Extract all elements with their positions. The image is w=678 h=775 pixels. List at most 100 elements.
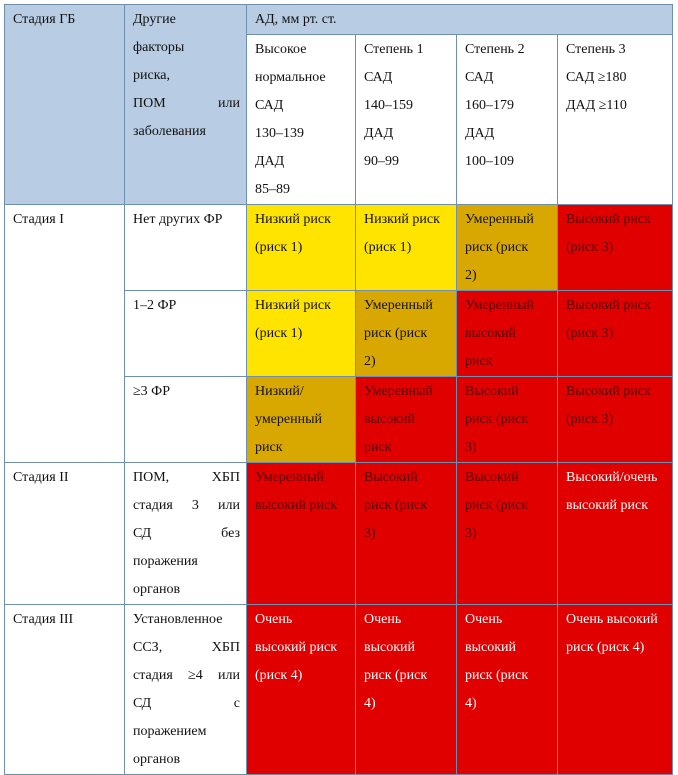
risk-factors: Установленное ССЗ, ХБП стадия ≥4 или СД с по…: [124, 604, 247, 775]
cell-line: ≥3 ФР: [133, 384, 171, 399]
risk-factors: Нет других ФР: [124, 204, 247, 291]
cell-line: нормальное: [255, 70, 326, 85]
risk-cell-vhigh: Очень высокий риск (риск 4): [456, 604, 558, 775]
cell-line: 2): [364, 354, 376, 369]
cell-line: САД ≥180: [566, 70, 627, 85]
cell-line: ССЗ, ХБП: [133, 640, 240, 655]
risk-factors: ≥3 ФР: [124, 376, 247, 463]
risk-cell-mod: Умеренный риск (риск 2): [355, 290, 457, 377]
cell-line: Низкий риск: [255, 212, 331, 227]
cell-line: Степень 3: [566, 42, 626, 57]
cell-line: высокий риск: [566, 498, 649, 513]
cell-line: САД: [465, 70, 494, 85]
risk-cell-high: Умеренный высокий риск: [456, 290, 558, 377]
cell-line: Степень 1: [364, 42, 424, 57]
cell-line: 130–139: [255, 126, 304, 141]
cell-line: Высокий: [465, 470, 519, 485]
cell-line: умеренный: [255, 412, 322, 427]
cell-line: Высокий: [465, 384, 519, 399]
risk-cell-high: Умеренный высокий риск: [246, 462, 356, 605]
cell-line: риск (риск: [364, 326, 428, 341]
risk-cell-high: Высокий риск (риск 3): [456, 376, 558, 463]
cell-line: Умеренный: [465, 298, 534, 313]
cell-line: факторы: [133, 40, 185, 55]
cell-line: 90–99: [364, 154, 399, 169]
cell-line: высокий риск: [255, 498, 338, 513]
cell-line: (риск 1): [364, 240, 412, 255]
cell-line: 1–2 ФР: [133, 298, 177, 313]
cell-line: (риск 3): [566, 326, 614, 341]
cell-line: Высокий риск: [566, 384, 651, 399]
header-bp-group: АД, мм рт. ст.: [245, 4, 674, 35]
cell-line: риск (риск: [465, 668, 529, 683]
cell-line: высокий риск: [255, 640, 338, 655]
risk-cell-high: Высокий риск (риск 3): [556, 204, 674, 291]
cell-line: ДАД: [255, 154, 285, 169]
cell-line: ДАД: [364, 126, 394, 141]
header-grade-1: Степень 1 САД 140–159 ДАД 90–99: [355, 34, 457, 205]
header-grade-2: Степень 2 САД 160–179 ДАД 100–109: [456, 34, 558, 205]
header-high-normal: Высокое нормальное САД 130–139 ДАД 85–89: [246, 34, 356, 205]
cell-line: 160–179: [465, 98, 514, 113]
cell-line: поражением: [133, 724, 207, 739]
cell-line: Низкий/: [255, 384, 304, 399]
risk-cell-vhigh: Высокий/очень высокий риск: [556, 462, 674, 605]
risk-cell-mod: Умеренный риск (риск 2): [456, 204, 558, 291]
cell-line: Умеренный: [465, 212, 534, 227]
risk-cell-high: Высокий риск (риск 3): [556, 376, 674, 463]
cell-line: высокий: [364, 412, 416, 427]
cell-line: высокий: [465, 640, 517, 655]
cell-line: риск: [255, 440, 283, 455]
cell-line: СД без: [133, 526, 240, 541]
cell-line: Высокий: [364, 470, 418, 485]
stage-label: Стадия III: [4, 604, 125, 775]
cell-line: Высокий риск: [566, 212, 651, 227]
cell-line: 3): [465, 526, 477, 541]
risk-cell-vhigh: Очень высокий риск (риск 4): [246, 604, 356, 775]
cell-line: Очень: [255, 612, 293, 627]
risk-cell-high: Высокий риск (риск 3): [355, 462, 457, 605]
cell-line: риск (риск: [465, 412, 529, 427]
table-row: Стадия II ПОМ, ХБП стадия 3 или СД без пораж…: [4, 462, 674, 605]
risk-cell-high: Высокий риск (риск 3): [556, 290, 674, 377]
cell-line: 3): [364, 526, 376, 541]
cell-line: 85–89: [255, 182, 290, 197]
cell-line: Другие: [133, 12, 176, 27]
cell-line: САД: [255, 98, 284, 113]
cell-line: поражения: [133, 554, 198, 569]
cell-line: (риск 4): [255, 668, 303, 683]
cell-line: Умеренный: [364, 298, 433, 313]
cell-line: риск (риск: [364, 498, 428, 513]
cell-line: стадия ≥4 или: [133, 668, 240, 683]
table-row: ≥3 ФР Низкий/умеренный риск Умеренный высоки…: [5, 376, 674, 463]
risk-cell-vhigh: Очень высокий риск (риск 4): [355, 604, 457, 775]
cell-line: риск: [364, 440, 392, 455]
stage-label: Стадия II: [4, 462, 125, 605]
header-grade-3: Степень 3 САД ≥180 ДАД ≥110: [556, 34, 674, 205]
cell-line: высокий: [364, 640, 416, 655]
cell-line: Установленное: [133, 612, 223, 627]
table-body: Стадия I Нет других ФР Низкий риск (риск 1)…: [4, 204, 674, 775]
cell-line: 140–159: [364, 98, 413, 113]
cell-line: 4): [465, 696, 477, 711]
header-factors: Другие факторы риска, ПОМ или заболевания: [124, 4, 247, 205]
cell-line: Умеренный: [255, 470, 324, 485]
cell-line: Низкий риск: [364, 212, 440, 227]
cell-line: Низкий риск: [255, 298, 331, 313]
cell-line: органов: [133, 582, 181, 597]
cell-line: Высокое: [255, 42, 307, 57]
cell-line: ПОМ, ХБП: [133, 470, 240, 485]
cell-line: ДАД: [465, 126, 495, 141]
cell-line: Очень: [465, 612, 503, 627]
risk-cell-low: Низкий риск (риск 1): [355, 204, 457, 291]
cell-line: Умеренный: [364, 384, 433, 399]
cell-line: риск (риск: [465, 240, 529, 255]
cell-line: 4): [364, 696, 376, 711]
cell-line: Степень 2: [465, 42, 525, 57]
risk-cell-high: Умеренный высокий риск: [355, 376, 457, 463]
risk-factors: 1–2 ФР: [124, 290, 247, 377]
table-row: Стадия I Нет других ФР Низкий риск (риск 1)…: [4, 204, 674, 463]
hypertension-risk-table: Стадия ГБ Другие факторы риска, ПОМ или забо…: [4, 4, 674, 775]
cell-line: риск (риск 4): [566, 640, 645, 655]
cell-line: заболевания: [133, 124, 206, 139]
